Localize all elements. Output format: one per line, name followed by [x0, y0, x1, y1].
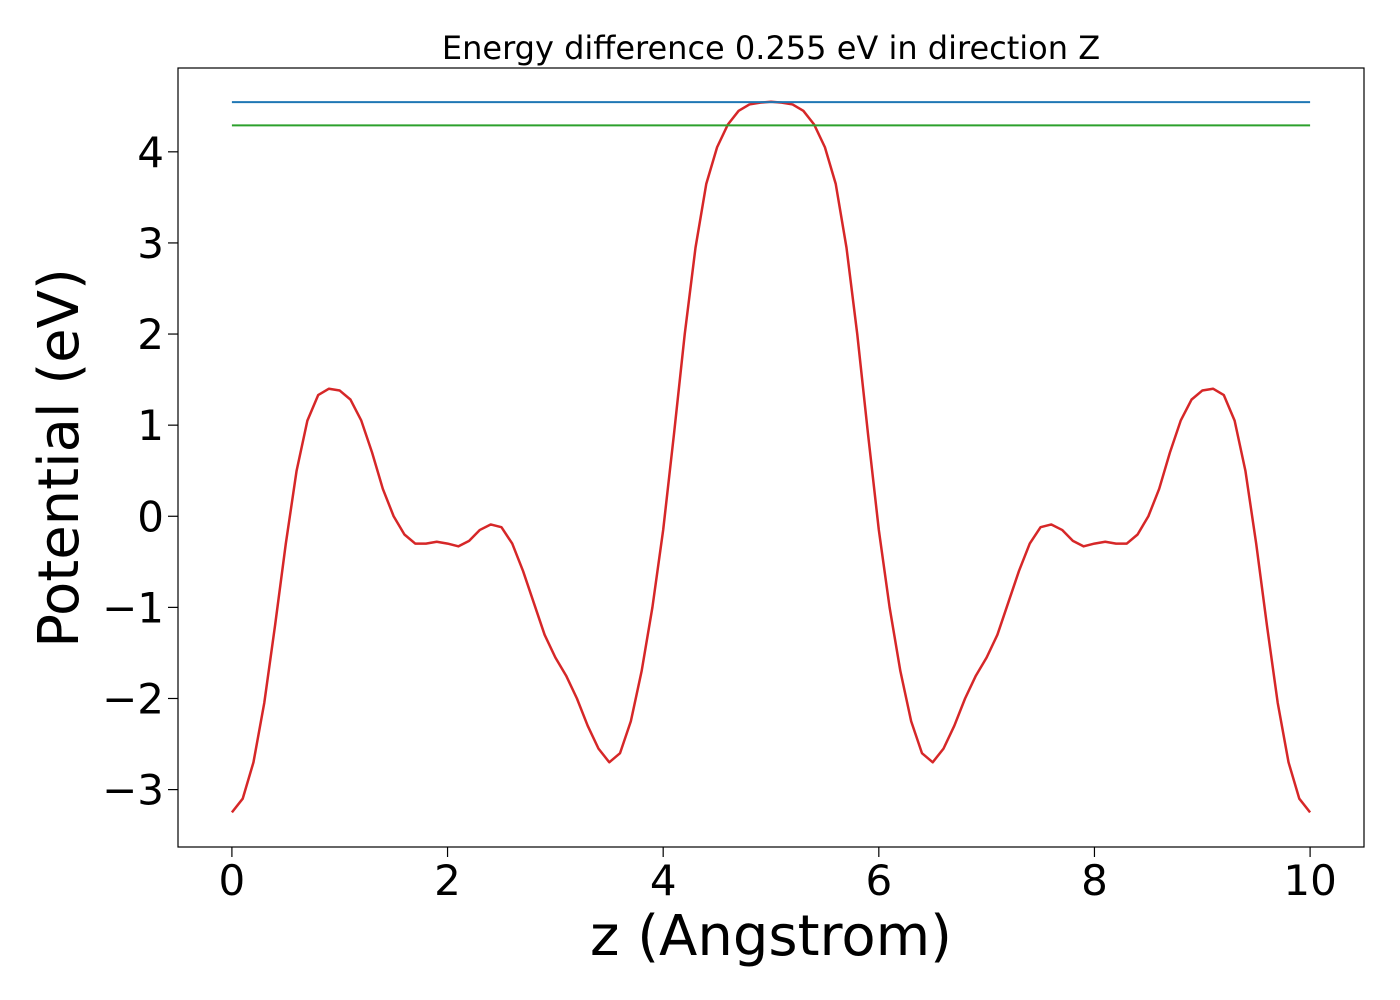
plot-area: [230, 100, 1312, 814]
x-tick-label: 4: [650, 856, 677, 905]
y-tick-label: 1: [137, 401, 164, 450]
y-tick-label: 3: [137, 219, 164, 268]
x-tick-label: 0: [219, 856, 246, 905]
plot-frame: [177, 67, 1365, 848]
series-line-potential-curve: [230, 100, 1312, 814]
y-tick-label: 4: [137, 128, 164, 177]
y-tick-label: 0: [137, 492, 164, 541]
y-axis: −3 −2 −1 0 1 2 3 4: [102, 128, 178, 815]
x-tick-label: 6: [865, 856, 892, 905]
y-tick-label: −3: [102, 766, 164, 815]
x-axis-label: z (Angstrom): [590, 904, 952, 969]
y-axis-label: Potential (eV): [27, 268, 92, 648]
x-tick-label: 2: [434, 856, 461, 905]
y-tick-label: −1: [102, 583, 164, 632]
y-tick-label: −2: [102, 674, 164, 723]
x-tick-label: 10: [1283, 856, 1336, 905]
y-tick-label: 2: [137, 310, 164, 359]
chart-title: Energy difference 0.255 eV in direction …: [442, 29, 1100, 67]
x-tick-label: 8: [1081, 856, 1108, 905]
x-axis: 0 2 4 6 8 10: [219, 847, 1337, 905]
